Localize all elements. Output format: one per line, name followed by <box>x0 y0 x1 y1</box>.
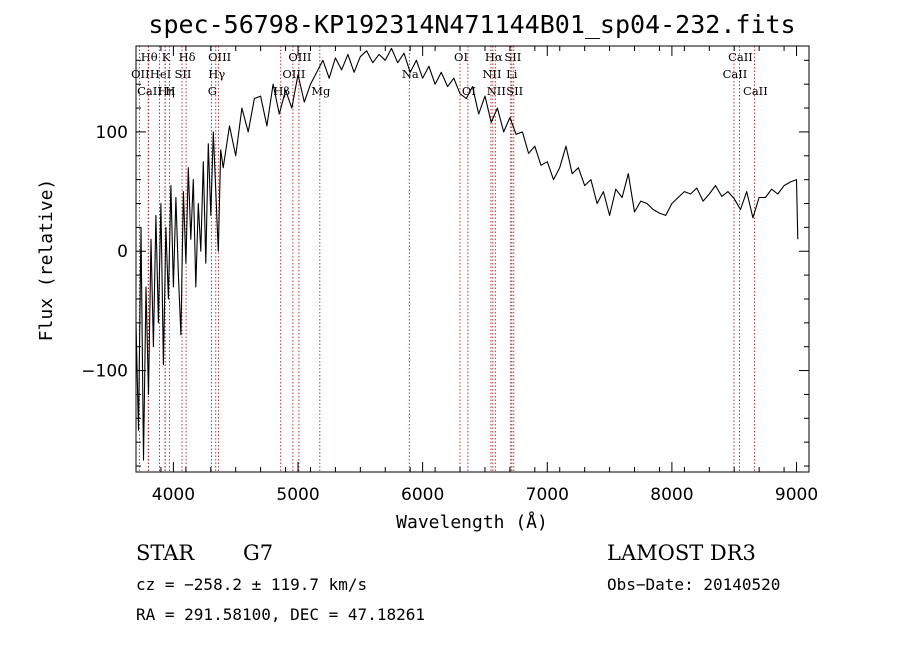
marker-label: NII <box>482 67 501 81</box>
x-tick-label: 6000 <box>401 485 444 505</box>
observation-date: Obs−Date: 20140520 <box>607 575 780 594</box>
x-axis-label: Wavelength (Å) <box>396 511 548 533</box>
marker-label: HeI <box>150 67 171 81</box>
marker-label: NII <box>487 84 506 98</box>
x-tick-label: 5000 <box>276 485 319 505</box>
y-tick-label: −100 <box>81 362 128 382</box>
object-class: STAR <box>136 541 195 565</box>
y-tick-label: 100 <box>96 123 128 143</box>
chart-title: spec-56798-KP192314N471144B01_sp04-232.f… <box>148 10 795 39</box>
marker-label: OIII <box>208 50 231 64</box>
marker-label: Hγ <box>208 67 225 81</box>
marker-label: SII <box>175 67 192 81</box>
marker-label: OIII <box>282 67 305 81</box>
x-tick-label: 8000 <box>650 485 693 505</box>
marker-label: CaII <box>137 84 162 98</box>
marker-label: Li <box>506 67 518 81</box>
marker-label: Mg <box>311 84 331 98</box>
marker-label: Na <box>402 67 419 81</box>
coordinates-info: RA = 291.58100, DEC = 47.18261 <box>136 605 425 624</box>
x-tick-label: 7000 <box>526 485 569 505</box>
marker-label: Hβ <box>273 84 290 98</box>
marker-label: G <box>208 84 217 98</box>
marker-label: Hδ <box>179 50 196 64</box>
marker-label: H <box>165 84 175 98</box>
x-tick-label: 9000 <box>775 485 818 505</box>
y-axis-label: Flux (relative) <box>36 179 57 342</box>
marker-label: SII <box>504 50 521 64</box>
marker-label: OIII <box>288 50 311 64</box>
x-tick-label: 4000 <box>152 485 195 505</box>
marker-label: CaII <box>743 84 768 98</box>
y-tick-label: 0 <box>117 242 128 262</box>
marker-label: Hθ <box>141 50 158 64</box>
marker-label: SII <box>506 84 523 98</box>
survey-name: LAMOST DR3 <box>607 541 756 565</box>
marker-label: OI <box>454 50 468 64</box>
marker-label: CaII <box>728 50 753 64</box>
marker-label: Hη <box>158 84 175 98</box>
plot-frame <box>135 45 810 473</box>
axis-ticks: 4000 5000 6000 7000 8000 9000 −100 0 100 <box>81 46 818 505</box>
marker-label: CaII <box>723 67 748 81</box>
spectrum-line <box>136 47 799 461</box>
marker-label: Hα <box>485 50 503 64</box>
redshift-info: cz = −258.2 ± 119.7 km/s <box>136 575 367 594</box>
marker-label: OII <box>131 67 150 81</box>
marker-label: K <box>162 50 171 64</box>
spectrum-plot <box>136 47 799 461</box>
spectral-subclass: G7 <box>243 541 273 565</box>
